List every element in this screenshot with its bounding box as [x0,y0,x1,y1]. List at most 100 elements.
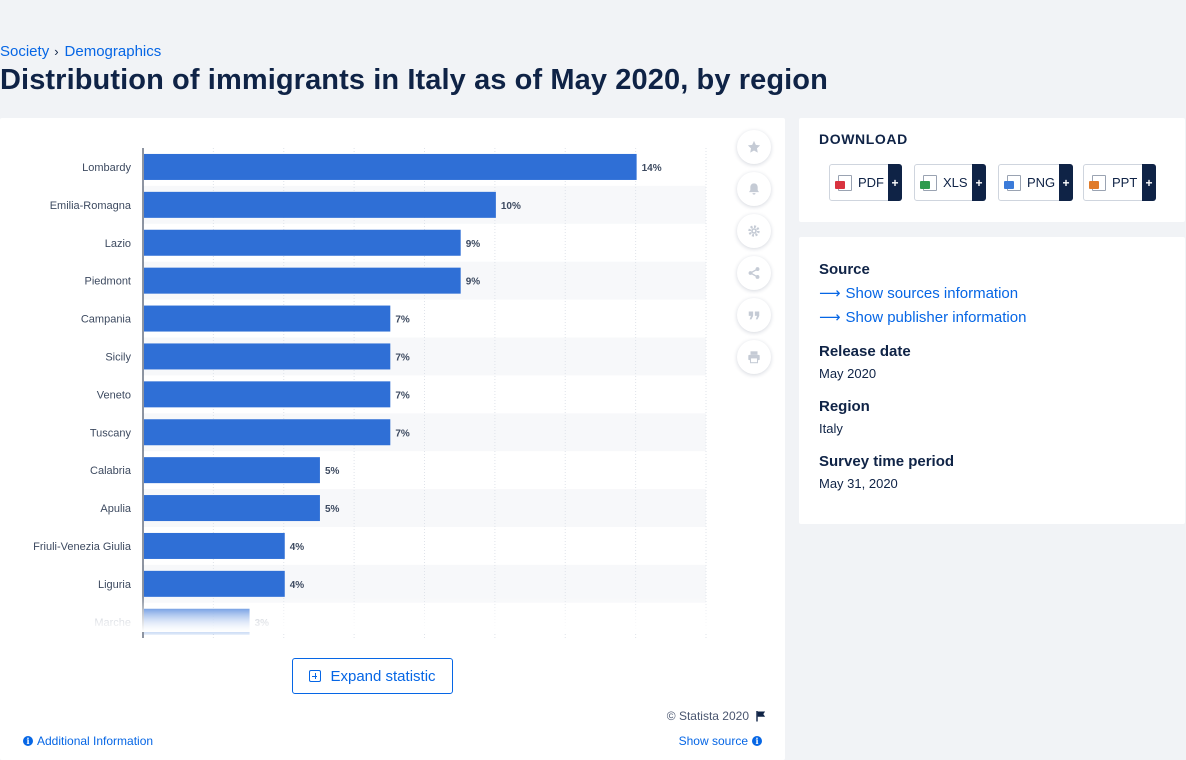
show-source-link[interactable]: Show source i [679,734,766,748]
additional-information-link[interactable]: i Additional Information [19,734,153,748]
bar-apulia [144,495,320,521]
breadcrumb-society[interactable]: Society [0,43,49,60]
source-label: Source [819,261,870,278]
category-label: Sicily [105,351,131,363]
bar-lombardy [144,154,637,180]
download-ppt-label: PPT [1112,175,1137,190]
release-date-value: May 2020 [819,366,876,381]
value-label: 9% [466,239,481,250]
copyright-text: © Statista 2020 [667,709,749,723]
value-label: 7% [395,315,410,326]
page-title: Distribution of immigrants in Italy as o… [0,64,828,97]
arrow-right-icon: ⟶ [819,284,841,302]
value-label: 5% [325,504,340,515]
bar-emilia-romagna [144,192,496,218]
download-title: DOWNLOAD [819,131,908,147]
ppt-file-icon-badge [1089,181,1099,189]
star-icon[interactable] [737,130,771,164]
download-png-label: PNG [1027,175,1055,190]
value-label: 4% [290,542,305,553]
bar-tuscany [144,419,390,445]
breadcrumb-separator-icon: › [54,44,58,59]
bar-sicily [144,343,390,369]
bar-veneto [144,381,390,407]
png-file-icon-badge [1004,181,1014,189]
chart-fade-overlay [0,596,740,632]
ppt-file-icon [1092,175,1106,191]
png-file-icon [1007,175,1021,191]
category-label: Friuli-Venezia Giulia [33,541,132,553]
pdf-file-icon [838,175,852,191]
expand-statistic-button[interactable]: Expand statistic [292,658,453,694]
survey-period-label: Survey time period [819,453,954,470]
download-png-plus[interactable]: + [1059,164,1073,201]
download-pdf-label: PDF [858,175,884,190]
gear-icon[interactable] [737,214,771,248]
category-label: Apulia [100,503,131,515]
bar-piedmont [144,268,461,294]
download-xls-label: XLS [943,175,968,190]
show-sources-link[interactable]: ⟶ Show sources information [819,284,1018,302]
download-png-button[interactable]: PNG + [998,164,1073,201]
chart-tools [737,130,773,382]
quote-icon[interactable] [737,298,771,332]
expand-statistic-label: Expand statistic [330,668,435,685]
value-label: 7% [395,390,410,401]
category-label: Calabria [90,465,132,477]
region-label: Region [819,398,870,415]
value-label: 14% [642,163,662,174]
bar-lazio [144,230,461,256]
release-date-label: Release date [819,343,911,360]
xls-file-icon-badge [920,181,930,189]
info-icon: i [23,736,33,746]
xls-file-icon [923,175,937,191]
copyright: © Statista 2020 [667,709,767,723]
breadcrumb-demographics[interactable]: Demographics [65,43,162,60]
download-ppt-button[interactable]: PPT + [1083,164,1156,201]
additional-information-label: Additional Information [37,734,153,748]
survey-period-value: May 31, 2020 [819,476,898,491]
download-card: DOWNLOAD PDF + XLS + PNG + PPT + [799,118,1185,222]
value-label: 5% [325,466,340,477]
category-label: Veneto [97,389,131,401]
download-xls-plus[interactable]: + [972,164,986,201]
value-label: 9% [466,277,481,288]
print-icon[interactable] [737,340,771,374]
category-label: Tuscany [90,427,132,439]
show-sources-label: Show sources information [846,285,1019,302]
download-ppt-plus[interactable]: + [1142,164,1156,201]
download-pdf-plus[interactable]: + [888,164,902,201]
breadcrumb: Society › Demographics [0,43,161,60]
bar-friuli-venezia-giulia [144,533,285,559]
value-label: 10% [501,201,521,212]
download-xls-button[interactable]: XLS + [914,164,986,201]
details-card: Source ⟶ Show sources information ⟶ Show… [799,237,1185,524]
region-value: Italy [819,421,843,436]
bell-icon[interactable] [737,172,771,206]
arrow-right-icon: ⟶ [819,308,841,326]
category-label: Lazio [105,238,131,250]
bar-campania [144,306,390,332]
info-icon: i [752,736,762,746]
show-publisher-link[interactable]: ⟶ Show publisher information [819,308,1026,326]
show-publisher-label: Show publisher information [846,309,1027,326]
bar-chart: Lombardy 14% Emilia-Romagna 10% Lazio 9% Piedm… [0,118,740,638]
download-pdf-button[interactable]: PDF + [829,164,902,201]
flag-icon[interactable] [755,710,767,722]
share-icon[interactable] [737,256,771,290]
bar-calabria [144,457,320,483]
pdf-file-icon-badge [835,181,845,189]
top-bar [0,0,1186,40]
value-label: 4% [290,580,305,591]
bar-liguria [144,571,285,597]
value-label: 7% [395,352,410,363]
show-source-label: Show source [679,734,748,748]
category-label: Emilia-Romagna [50,200,132,212]
category-label: Liguria [98,579,132,591]
plus-square-icon [309,670,321,682]
category-label: Piedmont [85,276,131,288]
value-label: 7% [395,428,410,439]
chart-card: Lombardy 14% Emilia-Romagna 10% Lazio 9% Piedm… [0,118,785,760]
category-label: Campania [81,314,132,326]
category-label: Lombardy [82,162,131,174]
